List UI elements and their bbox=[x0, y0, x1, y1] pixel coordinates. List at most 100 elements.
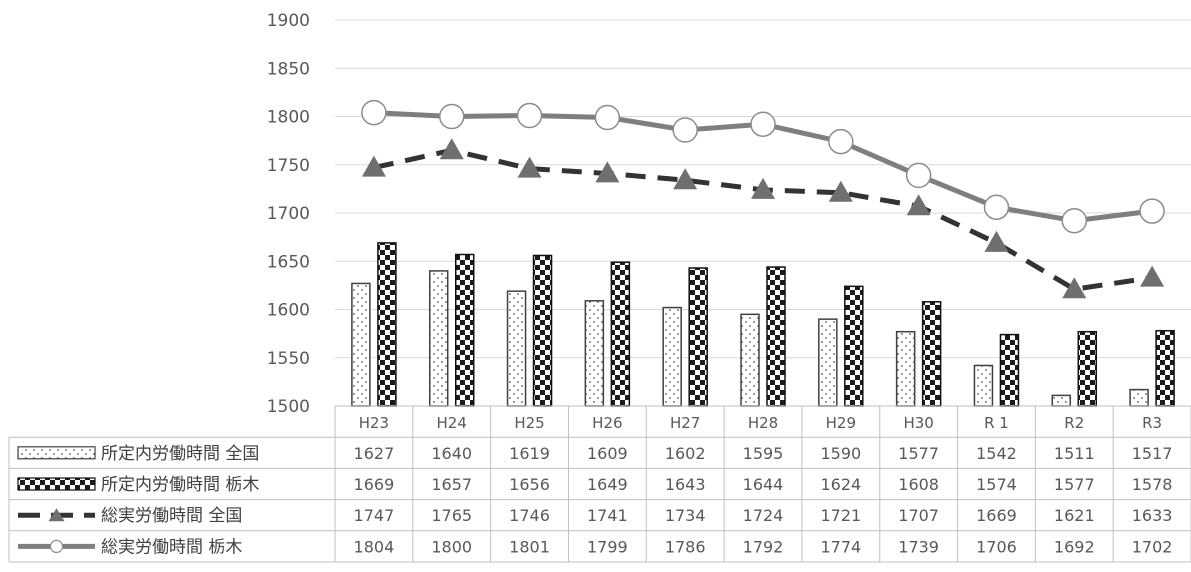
data-label: 1746 bbox=[509, 506, 550, 525]
bar-tochigi bbox=[921, 301, 942, 407]
category-label: H26 bbox=[592, 414, 622, 432]
data-label: 1656 bbox=[509, 475, 550, 494]
bar-tochigi bbox=[844, 285, 864, 407]
category-label: H23 bbox=[359, 414, 389, 432]
data-label: 1602 bbox=[665, 444, 706, 463]
circle-marker bbox=[438, 103, 465, 130]
data-label: 1747 bbox=[354, 506, 395, 525]
circle-marker bbox=[594, 104, 621, 131]
data-label: 1804 bbox=[354, 537, 395, 556]
y-tick-label: 1800 bbox=[267, 108, 310, 128]
data-label: 1692 bbox=[1054, 537, 1095, 556]
data-label: 1706 bbox=[976, 537, 1017, 556]
bar-national bbox=[428, 270, 449, 407]
data-label: 1644 bbox=[743, 475, 784, 494]
legend-key-checkered bbox=[17, 477, 96, 491]
bar-tochigi bbox=[532, 254, 553, 407]
bar-national bbox=[895, 330, 916, 407]
data-label: 1621 bbox=[1054, 506, 1095, 525]
y-tick-label: 1900 bbox=[267, 11, 310, 31]
data-label: 1765 bbox=[431, 506, 472, 525]
data-label: 1774 bbox=[820, 537, 861, 556]
bar-tochigi bbox=[1077, 330, 1098, 407]
data-label: 1633 bbox=[1132, 506, 1173, 525]
triangle-marker bbox=[1062, 277, 1087, 299]
data-label: 1702 bbox=[1132, 537, 1173, 556]
y-tick-label: 1600 bbox=[267, 301, 310, 321]
data-label: 1669 bbox=[976, 506, 1017, 525]
data-label: 1578 bbox=[1132, 475, 1173, 494]
data-label: 1801 bbox=[509, 537, 550, 556]
triangle-marker bbox=[984, 230, 1009, 252]
bars bbox=[351, 242, 1175, 407]
category-label: H25 bbox=[514, 414, 544, 432]
bar-tochigi bbox=[999, 333, 1020, 407]
series-name: 所定内労働時間 全国 bbox=[101, 444, 259, 464]
category-label: H24 bbox=[437, 414, 467, 432]
triangle-marker bbox=[595, 161, 620, 183]
data-label: 1517 bbox=[1132, 444, 1173, 463]
triangle-marker bbox=[906, 194, 931, 216]
y-tick-label: 1850 bbox=[267, 59, 310, 79]
data-label: 1590 bbox=[820, 444, 861, 463]
data-label: 1707 bbox=[898, 506, 939, 525]
triangle-marker bbox=[1140, 265, 1165, 287]
data-label: 1577 bbox=[898, 444, 939, 463]
y-tick-label: 1700 bbox=[267, 204, 310, 224]
bar-tochigi bbox=[377, 242, 397, 407]
circle-marker bbox=[905, 162, 932, 189]
category-label: R2 bbox=[1064, 414, 1084, 432]
y-axis: 1500 1550 1600 1650 1700 1750 1800 1850 1900 bbox=[267, 11, 310, 417]
category-label: H28 bbox=[748, 414, 778, 432]
y-tick-label: 1550 bbox=[267, 349, 310, 369]
data-label: 1619 bbox=[509, 444, 550, 463]
y-tick-label: 1750 bbox=[267, 156, 310, 176]
circle-marker bbox=[516, 102, 543, 129]
data-label: 1786 bbox=[665, 537, 706, 556]
legend-key-circle bbox=[49, 539, 64, 554]
data-label: 1511 bbox=[1054, 444, 1095, 463]
data-label: 1542 bbox=[976, 444, 1017, 463]
bar-tochigi bbox=[454, 253, 475, 407]
legend-key-dotted bbox=[17, 446, 96, 460]
data-label: 1574 bbox=[976, 475, 1017, 494]
circle-marker bbox=[1139, 198, 1165, 224]
data-label: 1792 bbox=[743, 537, 784, 556]
data-label: 1609 bbox=[587, 444, 628, 463]
circle-marker bbox=[361, 99, 387, 126]
series-name: 所定内労働時間 栃木 bbox=[101, 475, 259, 495]
category-label: H30 bbox=[903, 414, 933, 432]
data-label: 1741 bbox=[587, 506, 628, 525]
bar-tochigi bbox=[688, 267, 708, 407]
triangle-marker bbox=[517, 156, 542, 178]
bar-national bbox=[662, 306, 682, 407]
data-label: 1669 bbox=[354, 475, 395, 494]
bar-tochigi bbox=[766, 266, 786, 407]
data-label: 1657 bbox=[431, 475, 472, 494]
data-label: 1643 bbox=[665, 475, 706, 494]
data-label: 1724 bbox=[743, 506, 784, 525]
bar-national bbox=[1051, 394, 1072, 407]
data-label: 1800 bbox=[431, 537, 472, 556]
triangle-marker bbox=[673, 168, 698, 190]
bar-national bbox=[351, 282, 371, 407]
y-tick-label: 1650 bbox=[267, 252, 310, 272]
triangle-marker bbox=[361, 155, 386, 177]
series-name: 総実労働時間 全国 bbox=[101, 506, 242, 526]
circle-marker bbox=[983, 194, 1010, 220]
bar-national bbox=[973, 364, 994, 407]
legend-key-triangle bbox=[48, 508, 65, 522]
data-label: 1799 bbox=[587, 537, 628, 556]
circle-marker bbox=[828, 128, 854, 155]
circle-marker bbox=[672, 117, 698, 143]
triangle-marker bbox=[828, 180, 853, 202]
lines bbox=[361, 99, 1165, 299]
data-label: 1640 bbox=[431, 444, 472, 463]
circle-marker bbox=[1061, 207, 1088, 234]
category-label: H27 bbox=[670, 414, 700, 432]
data-label: 1608 bbox=[898, 475, 939, 494]
bar-national bbox=[584, 300, 605, 407]
bar-national bbox=[506, 290, 527, 407]
data-label: 1624 bbox=[820, 475, 861, 494]
